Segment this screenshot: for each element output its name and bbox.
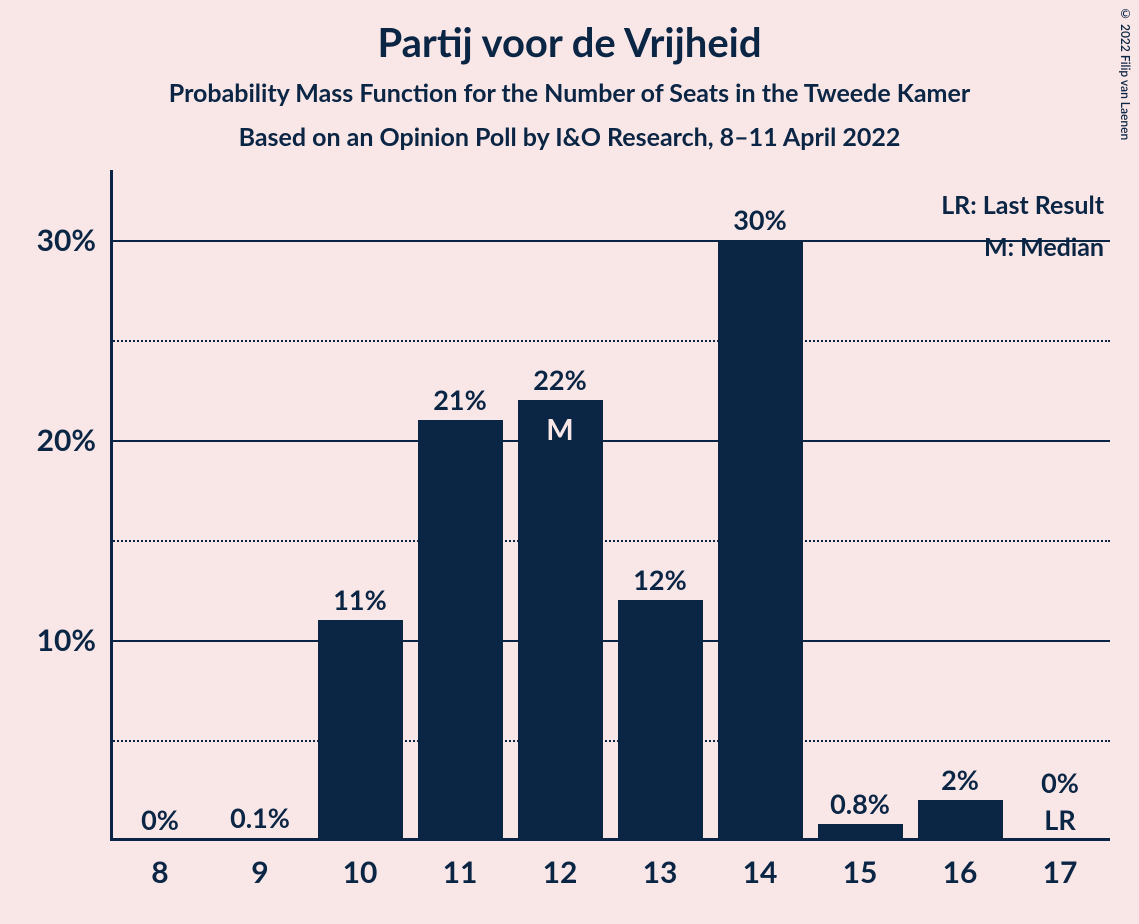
chart-subtitle-1: Probability Mass Function for the Number…	[0, 78, 1139, 108]
gridline-minor	[110, 540, 1110, 542]
lr-marker: LR	[1044, 803, 1075, 836]
bar-value-label: 0%	[141, 803, 179, 836]
chart-title: Partij voor de Vrijheid	[0, 0, 1139, 66]
y-tick-label: 10%	[37, 622, 110, 658]
bar-value-label: 2%	[941, 763, 979, 796]
bar-value-label: 22%	[533, 363, 586, 396]
y-tick-label: 30%	[37, 222, 110, 258]
bar-value-label: 11%	[333, 583, 386, 616]
bar	[318, 620, 403, 840]
x-tick-label: 15	[843, 840, 878, 890]
plot-area: 10%20%30%0%80.1%911%1021%1122%M1212%1330…	[110, 180, 1110, 840]
bar	[718, 240, 803, 840]
legend-m: M: Median	[941, 232, 1104, 262]
bar	[418, 420, 503, 840]
chart-subtitle-2: Based on an Opinion Poll by I&O Research…	[0, 122, 1139, 152]
gridline-minor	[110, 340, 1110, 342]
bar-value-label: 0.8%	[830, 787, 890, 820]
bar-value-label: 12%	[633, 563, 686, 596]
legend: LR: Last Result M: Median	[941, 190, 1104, 262]
gridline-major	[110, 440, 1110, 442]
legend-lr: LR: Last Result	[941, 190, 1104, 220]
median-marker: M	[546, 412, 573, 447]
bar	[518, 400, 603, 840]
x-tick-label: 17	[1043, 840, 1078, 890]
gridline-minor	[110, 740, 1110, 742]
x-tick-label: 9	[251, 840, 268, 890]
bar-value-label: 30%	[733, 203, 786, 236]
gridline-major	[110, 640, 1110, 642]
x-tick-label: 13	[643, 840, 678, 890]
x-tick-label: 14	[743, 840, 778, 890]
x-tick-label: 8	[151, 840, 168, 890]
x-tick-label: 16	[943, 840, 978, 890]
bar	[918, 800, 1003, 840]
x-tick-label: 12	[543, 840, 578, 890]
copyright-text: © 2022 Filip van Laenen	[1118, 6, 1133, 140]
bar	[818, 824, 903, 840]
x-tick-label: 11	[443, 840, 478, 890]
y-tick-label: 20%	[37, 422, 110, 458]
bar	[618, 600, 703, 840]
bar-value-label: 21%	[433, 383, 486, 416]
bar-chart: 10%20%30%0%80.1%911%1021%1122%M1212%1330…	[110, 180, 1110, 840]
x-tick-label: 10	[343, 840, 378, 890]
y-axis	[110, 170, 113, 840]
bar-value-label: 0.1%	[230, 801, 290, 834]
bar-value-label: 0%	[1041, 766, 1079, 799]
